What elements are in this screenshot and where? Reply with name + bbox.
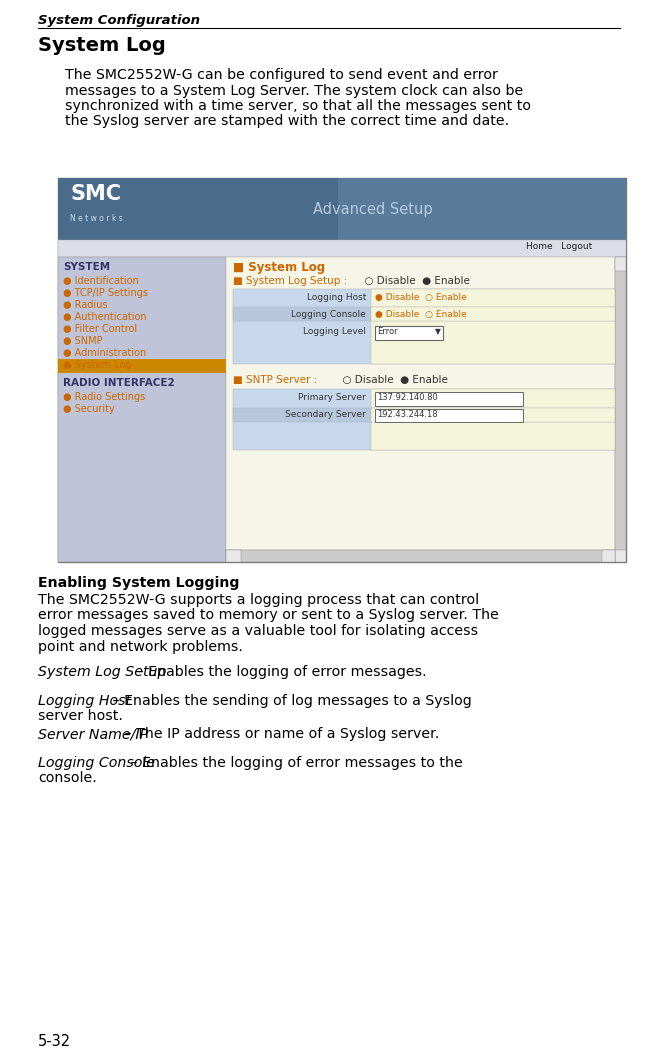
Text: Advanced Setup: Advanced Setup <box>313 202 433 217</box>
Text: – Enables the sending of log messages to a Syslog: – Enables the sending of log messages to… <box>108 694 472 708</box>
Text: Primary Server: Primary Server <box>298 393 366 402</box>
Text: Logging Level: Logging Level <box>303 327 366 336</box>
Text: 5-32: 5-32 <box>38 1034 71 1049</box>
Text: ■ SNTP Server :: ■ SNTP Server : <box>233 375 318 385</box>
Text: The SMC2552W-G can be configured to send event and error: The SMC2552W-G can be configured to send… <box>65 68 498 82</box>
Text: the Syslog server are stamped with the correct time and date.: the Syslog server are stamped with the c… <box>65 115 509 128</box>
Text: ○ Disable  ● Enable: ○ Disable ● Enable <box>336 375 448 385</box>
Text: SYSTEM: SYSTEM <box>63 262 110 272</box>
Text: System Configuration: System Configuration <box>38 14 200 27</box>
Text: – The IP address or name of a Syslog server.: – The IP address or name of a Syslog ser… <box>120 727 439 741</box>
Text: – Enables the logging of error messages.: – Enables the logging of error messages. <box>132 665 426 679</box>
Text: Logging Console: Logging Console <box>291 310 366 319</box>
Text: ■ System Log Setup :: ■ System Log Setup : <box>233 276 348 286</box>
Text: Enabling System Logging: Enabling System Logging <box>38 576 239 590</box>
Text: ● System Log: ● System Log <box>63 360 132 370</box>
Text: Secondary Server: Secondary Server <box>286 410 366 419</box>
Text: server host.: server host. <box>38 709 123 724</box>
Text: ● Radio Settings: ● Radio Settings <box>63 392 145 402</box>
Text: messages to a System Log Server. The system clock can also be: messages to a System Log Server. The sys… <box>65 83 524 98</box>
Text: 192.43.244.18: 192.43.244.18 <box>377 410 437 419</box>
Text: console.: console. <box>38 771 96 786</box>
Text: The SMC2552W-G supports a logging process that can control: The SMC2552W-G supports a logging proces… <box>38 593 479 607</box>
Text: ● SNMP: ● SNMP <box>63 336 102 346</box>
Text: ● Security: ● Security <box>63 404 115 414</box>
Text: error messages saved to memory or sent to a Syslog server. The: error messages saved to memory or sent t… <box>38 608 499 623</box>
Text: Error: Error <box>377 327 398 336</box>
Text: System Log: System Log <box>38 36 166 55</box>
Text: ● Administration: ● Administration <box>63 348 146 358</box>
Text: ■ System Log: ■ System Log <box>233 261 325 274</box>
Text: point and network problems.: point and network problems. <box>38 640 243 653</box>
Text: synchronized with a time server, so that all the messages sent to: synchronized with a time server, so that… <box>65 99 531 113</box>
Text: – Enables the logging of error messages to the: – Enables the logging of error messages … <box>126 756 462 770</box>
Text: ● Filter Control: ● Filter Control <box>63 324 137 333</box>
Text: System Log Setup: System Log Setup <box>38 665 166 679</box>
Text: ○ Disable  ● Enable: ○ Disable ● Enable <box>358 276 470 286</box>
Text: Logging Host: Logging Host <box>38 694 131 708</box>
Text: N e t w o r k s: N e t w o r k s <box>70 214 123 223</box>
Text: ● Disable  ○ Enable: ● Disable ○ Enable <box>375 310 467 319</box>
Text: 137.92.140.80: 137.92.140.80 <box>377 393 437 402</box>
Text: ● Disable  ○ Enable: ● Disable ○ Enable <box>375 294 467 302</box>
Text: ▼: ▼ <box>435 327 441 336</box>
Text: ● Authentication: ● Authentication <box>63 312 147 322</box>
Text: ● TCP/IP Settings: ● TCP/IP Settings <box>63 288 148 298</box>
Text: ● Radius: ● Radius <box>63 300 108 310</box>
Text: ● Identification: ● Identification <box>63 276 139 286</box>
Text: SMC: SMC <box>70 184 121 204</box>
Text: Server Name/IP: Server Name/IP <box>38 727 148 741</box>
Text: RADIO INTERFACE2: RADIO INTERFACE2 <box>63 378 175 388</box>
Text: logged messages serve as a valuable tool for isolating access: logged messages serve as a valuable tool… <box>38 624 478 638</box>
Text: Logging Host: Logging Host <box>306 294 366 302</box>
Text: Logging Console: Logging Console <box>38 756 155 770</box>
Text: Home   Logout: Home Logout <box>526 242 592 251</box>
